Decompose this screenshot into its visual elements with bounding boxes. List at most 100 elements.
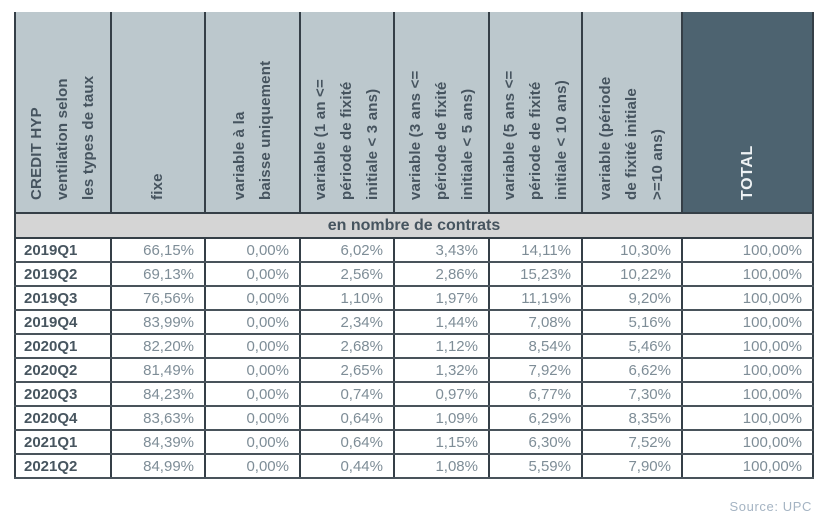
value-cell: 0,74% xyxy=(299,381,395,407)
value-cell: 100,00% xyxy=(681,405,814,431)
value-cell: 3,43% xyxy=(393,237,490,263)
value-cell: 6,62% xyxy=(581,357,683,383)
value-cell: 6,77% xyxy=(488,381,583,407)
value-cell: 1,09% xyxy=(393,405,490,431)
row-label: 2019Q3 xyxy=(14,285,112,311)
value-cell: 100,00% xyxy=(681,429,814,455)
value-cell: 84,99% xyxy=(110,453,206,479)
value-cell: 83,63% xyxy=(110,405,206,431)
source-caption: Source: UPC xyxy=(729,499,812,514)
row-label: 2019Q1 xyxy=(14,237,112,263)
value-cell: 2,56% xyxy=(299,261,395,287)
value-cell: 0,97% xyxy=(393,381,490,407)
row-label: 2021Q2 xyxy=(14,453,112,479)
value-cell: 100,00% xyxy=(681,309,814,335)
value-cell: 7,92% xyxy=(488,357,583,383)
value-cell: 6,02% xyxy=(299,237,395,263)
value-cell: 7,90% xyxy=(581,453,683,479)
row-label: 2021Q1 xyxy=(14,429,112,455)
value-cell: 100,00% xyxy=(681,261,814,287)
col-header-fixe-label: fixe xyxy=(149,173,166,200)
row-label: 2020Q1 xyxy=(14,333,112,359)
table-row: 2021Q2 84,99% 0,00% 0,44% 1,08% 5,59% 7,90% 100… xyxy=(14,453,814,479)
value-cell: 100,00% xyxy=(681,381,814,407)
value-cell: 0,00% xyxy=(204,453,301,479)
value-cell: 0,00% xyxy=(204,405,301,431)
value-cell: 5,59% xyxy=(488,453,583,479)
table-row: 2019Q2 69,13% 0,00% 2,56% 2,86% 15,23% 10,22% 1… xyxy=(14,261,814,287)
col-header-variable-3-5-ans-label: variable (3 ans <= période de fixité ini… xyxy=(406,70,476,200)
value-cell: 6,30% xyxy=(488,429,583,455)
value-cell: 10,22% xyxy=(581,261,683,287)
section-label: en nombre de contrats xyxy=(14,212,814,239)
value-cell: 15,23% xyxy=(488,261,583,287)
value-cell: 0,00% xyxy=(204,333,301,359)
value-cell: 0,00% xyxy=(204,309,301,335)
value-cell: 0,00% xyxy=(204,237,301,263)
row-label: 2019Q2 xyxy=(14,261,112,287)
value-cell: 69,13% xyxy=(110,261,206,287)
value-cell: 1,08% xyxy=(393,453,490,479)
value-cell: 0,00% xyxy=(204,261,301,287)
value-cell: 1,44% xyxy=(393,309,490,335)
value-cell: 100,00% xyxy=(681,333,814,359)
value-cell: 10,30% xyxy=(581,237,683,263)
value-cell: 0,00% xyxy=(204,285,301,311)
col-header-variable-baisse: variable à la baisse uniquement xyxy=(204,12,301,214)
value-cell: 7,30% xyxy=(581,381,683,407)
table-row: 2019Q3 76,56% 0,00% 1,10% 1,97% 11,19% 9,20% 10… xyxy=(14,285,814,311)
table-row: 2019Q4 83,99% 0,00% 2,34% 1,44% 7,08% 5,16% 100… xyxy=(14,309,814,335)
value-cell: 2,34% xyxy=(299,309,395,335)
table-row: 2020Q4 83,63% 0,00% 0,64% 1,09% 6,29% 8,35% 100… xyxy=(14,405,814,431)
value-cell: 1,12% xyxy=(393,333,490,359)
value-cell: 83,99% xyxy=(110,309,206,335)
value-cell: 5,16% xyxy=(581,309,683,335)
value-cell: 0,44% xyxy=(299,453,395,479)
table-row: 2020Q1 82,20% 0,00% 2,68% 1,12% 8,54% 5,46% 100… xyxy=(14,333,814,359)
value-cell: 0,00% xyxy=(204,429,301,455)
value-cell: 2,68% xyxy=(299,333,395,359)
value-cell: 2,86% xyxy=(393,261,490,287)
table-body: 2019Q1 66,15% 0,00% 6,02% 3,43% 14,11% 10,30% 1… xyxy=(14,237,814,479)
col-header-total: TOTAL xyxy=(681,12,814,214)
value-cell: 14,11% xyxy=(488,237,583,263)
row-label: 2020Q3 xyxy=(14,381,112,407)
table-row: 2021Q1 84,39% 0,00% 0,64% 1,15% 6,30% 7,52% 100… xyxy=(14,429,814,455)
col-header-variable-baisse-label: variable à la baisse uniquement xyxy=(230,60,274,200)
value-cell: 9,20% xyxy=(581,285,683,311)
value-cell: 84,23% xyxy=(110,381,206,407)
value-cell: 0,64% xyxy=(299,405,395,431)
value-cell: 11,19% xyxy=(488,285,583,311)
value-cell: 7,52% xyxy=(581,429,683,455)
value-cell: 7,08% xyxy=(488,309,583,335)
value-cell: 1,97% xyxy=(393,285,490,311)
value-cell: 84,39% xyxy=(110,429,206,455)
value-cell: 100,00% xyxy=(681,453,814,479)
table-title: CREDIT HYP ventilation selon les types d… xyxy=(28,75,97,200)
row-label: 2020Q2 xyxy=(14,357,112,383)
col-header-variable-1-3-ans: variable (1 an <= période de fixité init… xyxy=(299,12,395,214)
row-label: 2020Q4 xyxy=(14,405,112,431)
value-cell: 0,00% xyxy=(204,381,301,407)
table-row: 2020Q3 84,23% 0,00% 0,74% 0,97% 6,77% 7,30% 100… xyxy=(14,381,814,407)
col-header-variable-3-5-ans: variable (3 ans <= période de fixité ini… xyxy=(393,12,490,214)
col-header-total-label: TOTAL xyxy=(738,145,756,200)
col-header-fixe: fixe xyxy=(110,12,206,214)
col-header-variable-1-3-ans-label: variable (1 an <= période de fixité init… xyxy=(312,79,381,200)
value-cell: 6,29% xyxy=(488,405,583,431)
value-cell: 81,49% xyxy=(110,357,206,383)
value-cell: 100,00% xyxy=(681,237,814,263)
value-cell: 76,56% xyxy=(110,285,206,311)
value-cell: 8,35% xyxy=(581,405,683,431)
value-cell: 82,20% xyxy=(110,333,206,359)
value-cell: 1,15% xyxy=(393,429,490,455)
value-cell: 1,32% xyxy=(393,357,490,383)
col-header-variable-10-plus-ans: variable (période de fixité initiale >=1… xyxy=(581,12,683,214)
value-cell: 1,10% xyxy=(299,285,395,311)
col-header-variable-10-plus-ans-label: variable (période de fixité initiale >=1… xyxy=(597,76,666,200)
col-header-variable-5-10-ans-label: variable (5 ans <= période de fixité ini… xyxy=(500,70,570,200)
col-header-variable-5-10-ans: variable (5 ans <= période de fixité ini… xyxy=(488,12,583,214)
value-cell: 0,64% xyxy=(299,429,395,455)
value-cell: 0,00% xyxy=(204,357,301,383)
value-cell: 5,46% xyxy=(581,333,683,359)
